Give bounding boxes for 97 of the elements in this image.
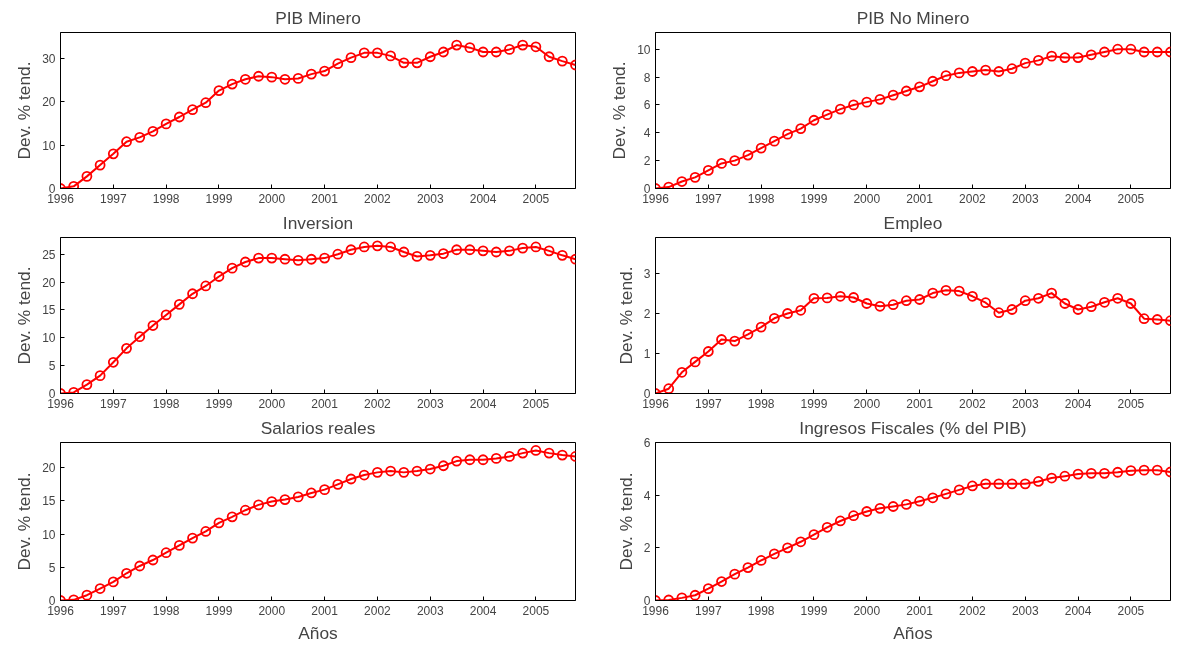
x-tick-label: 1997	[694, 396, 722, 411]
chart-title: PIB No Minero	[856, 7, 970, 28]
x-tick-label: 2005	[522, 603, 550, 618]
y-axis-title: Dev. % tend.	[609, 61, 630, 160]
x-tick-label: 2003	[1011, 396, 1039, 411]
y-tick-label: 0	[643, 594, 651, 608]
chart-title: Salarios reales	[260, 417, 376, 438]
x-tick-label: 2001	[906, 396, 934, 411]
y-axis-title: Dev. % tend.	[14, 61, 35, 160]
x-tick-label: 2002	[959, 603, 987, 618]
x-tick-label: 1999	[800, 396, 828, 411]
x-tick-label: 1997	[99, 191, 127, 206]
y-tick-label: 0	[643, 387, 651, 401]
y-tick-label: 10	[42, 138, 56, 153]
x-tick-label: 1998	[747, 396, 775, 411]
x-tick-label: 2000	[258, 396, 286, 411]
y-tick-label: 20	[42, 95, 56, 110]
x-tick-label: 2003	[416, 191, 444, 206]
x-tick-label: 2003	[1011, 603, 1039, 618]
x-tick-label: 2002	[364, 191, 392, 206]
y-tick-label: 0	[48, 387, 56, 401]
y-tick-label: 5	[48, 359, 56, 374]
x-tick-label: 2004	[469, 603, 497, 618]
x-tick-label: 2004	[1064, 396, 1092, 411]
chart-title: PIB Minero	[275, 7, 361, 28]
y-tick-label: 2	[643, 541, 651, 556]
x-tick-label: 2002	[364, 396, 392, 411]
y-tick-label: 6	[643, 98, 651, 113]
y-tick-label: 4	[643, 488, 651, 503]
x-tick-label: 2001	[311, 396, 339, 411]
x-tick-label: 2000	[258, 603, 286, 618]
x-tick-label: 2000	[853, 191, 881, 206]
y-tick-label: 5	[48, 560, 56, 575]
x-tick-label: 1998	[152, 191, 180, 206]
x-axis-title: Años	[298, 622, 339, 643]
y-axis-title: Dev. % tend.	[615, 266, 636, 365]
x-tick-label: 1999	[205, 603, 233, 618]
chart-title: Inversion	[282, 212, 354, 233]
x-tick-label: 1998	[747, 191, 775, 206]
x-tick-label: 2005	[1117, 396, 1145, 411]
y-tick-label: 6	[643, 436, 651, 450]
x-tick-label: 2003	[416, 603, 444, 618]
y-tick-label: 10	[637, 42, 651, 57]
x-tick-label: 2000	[853, 603, 881, 618]
y-tick-label: 2	[643, 154, 651, 169]
y-tick-label: 8	[643, 70, 651, 85]
x-tick-label: 2001	[906, 191, 934, 206]
x-tick-label: 2005	[522, 191, 550, 206]
y-tick-label: 10	[42, 331, 56, 346]
x-tick-label: 2004	[469, 191, 497, 206]
x-tick-label: 2001	[311, 603, 339, 618]
x-tick-label: 2000	[258, 191, 286, 206]
x-tick-label: 2000	[853, 396, 881, 411]
x-tick-label: 2001	[311, 191, 339, 206]
y-tick-label: 10	[42, 527, 56, 542]
x-tick-label: 2005	[1117, 603, 1145, 618]
y-tick-label: 0	[643, 182, 651, 196]
x-tick-label: 2005	[1117, 191, 1145, 206]
chart-title: Ingresos Fiscales (% del PIB)	[799, 417, 1027, 438]
x-tick-label: 1999	[800, 603, 828, 618]
x-tick-label: 1999	[205, 191, 233, 206]
x-tick-label: 1997	[99, 603, 127, 618]
x-tick-label: 1997	[694, 191, 722, 206]
x-tick-label: 2004	[1064, 603, 1092, 618]
y-tick-label: 0	[48, 182, 56, 196]
x-tick-label: 2003	[416, 396, 444, 411]
y-tick-label: 20	[42, 461, 56, 476]
x-tick-label: 2001	[906, 603, 934, 618]
x-tick-label: 1999	[205, 396, 233, 411]
x-tick-label: 2003	[1011, 191, 1039, 206]
y-tick-label: 2	[643, 307, 651, 321]
x-tick-label: 2004	[1064, 191, 1092, 206]
x-tick-label: 1998	[152, 603, 180, 618]
x-tick-label: 2002	[364, 603, 392, 618]
y-tick-label: 3	[643, 267, 651, 281]
y-axis-title: Dev. % tend.	[14, 266, 35, 365]
x-axis-title: Años	[893, 622, 934, 643]
x-tick-label: 1997	[99, 396, 127, 411]
x-tick-label: 2002	[959, 191, 987, 206]
y-tick-label: 1	[643, 347, 651, 361]
y-tick-label: 0	[48, 594, 56, 608]
x-tick-label: 2002	[959, 396, 987, 411]
y-tick-label: 15	[42, 494, 56, 509]
y-tick-label: 15	[42, 303, 56, 318]
y-axis-title: Dev. % tend.	[14, 472, 35, 571]
x-tick-label: 2005	[522, 396, 550, 411]
chart-title: Empleo	[883, 212, 943, 233]
x-tick-label: 2004	[469, 396, 497, 411]
x-tick-label: 1998	[152, 396, 180, 411]
y-tick-label: 20	[42, 275, 56, 290]
y-axis-title: Dev. % tend.	[615, 472, 636, 571]
x-tick-label: 1998	[747, 603, 775, 618]
y-tick-label: 30	[42, 52, 56, 66]
x-tick-label: 1999	[800, 191, 828, 206]
y-tick-label: 25	[42, 247, 56, 262]
x-tick-label: 1997	[694, 603, 722, 618]
y-tick-label: 4	[643, 126, 651, 141]
